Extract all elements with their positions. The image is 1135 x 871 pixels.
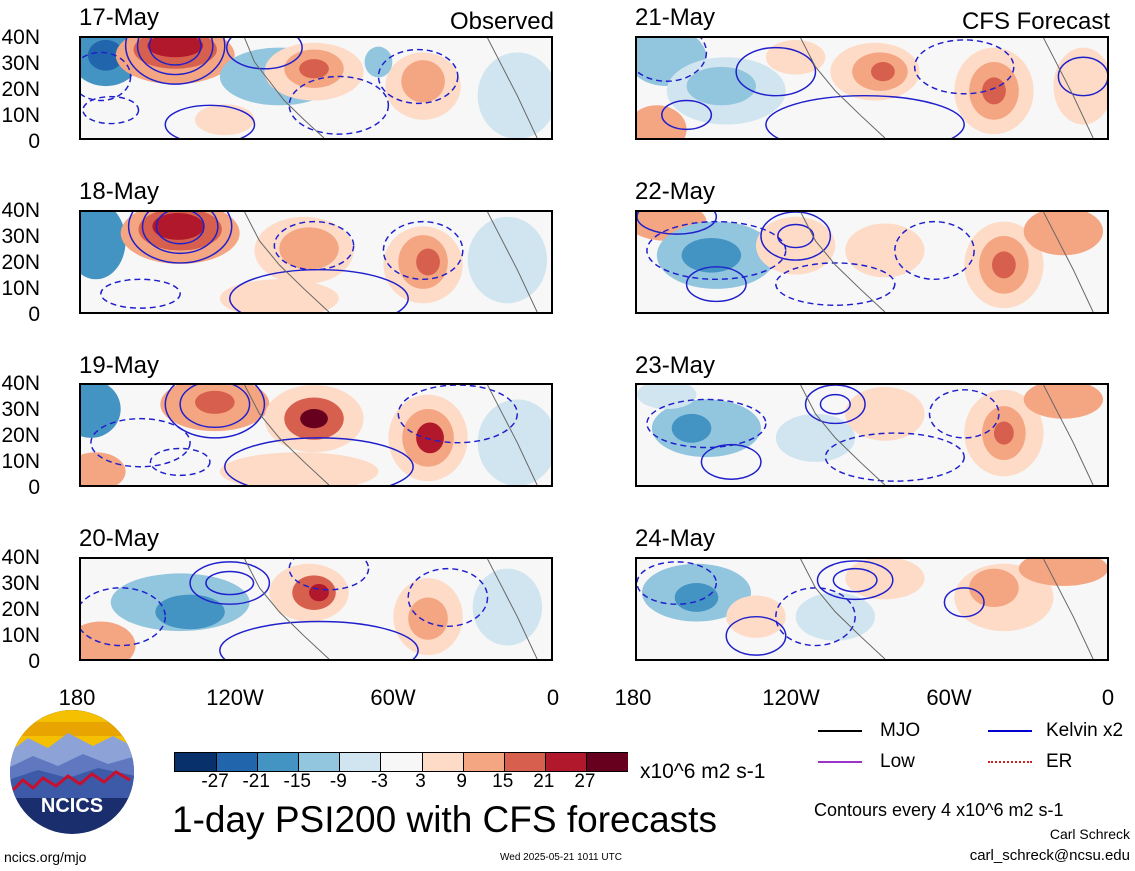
x-tick: 0 [1101, 685, 1115, 710]
y-tick: 10N [1, 277, 40, 300]
legend-line-mjo [818, 730, 862, 732]
y-tick: 20N [1, 424, 40, 447]
author-email[interactable]: carl_schreck@ncsu.edu [969, 847, 1130, 864]
legend-line-low [818, 761, 862, 763]
colorbar-tick-label: 3 [415, 771, 426, 792]
y-tick: 30N [1, 572, 40, 595]
colorbar-cell [585, 753, 629, 771]
observed-label: Observed [449, 8, 554, 35]
contour-note: Contours every 4 x10^6 m2 s-1 [814, 800, 1064, 820]
figure-title: 1-day PSI200 with CFS forecasts [172, 799, 717, 840]
psi-field-map [637, 385, 1107, 485]
map-panel-forecast-4 [635, 557, 1109, 661]
colorbar-tick-label: 21 [533, 771, 555, 792]
y-tick: 30N [1, 52, 40, 75]
y-tick: 40N [1, 199, 40, 222]
panel-date-label: 22-May [635, 178, 716, 205]
panel-date-label: 23-May [635, 352, 716, 379]
y-tick: 20N [1, 598, 40, 621]
colorbar-tick-label: -3 [371, 771, 388, 792]
colorbar-cell [421, 753, 465, 771]
y-tick: 30N [1, 398, 40, 421]
colorbar-cell [175, 753, 217, 771]
author-name: Carl Schreck [1049, 826, 1130, 842]
psi-field-map [637, 38, 1107, 138]
colorbar-cell [339, 753, 382, 771]
psi-field-map [81, 385, 551, 485]
x-tick: 180 [614, 685, 652, 710]
map-panel-observed-3 [79, 383, 553, 487]
timestamp: Wed 2025-05-21 1011 UTC [500, 852, 622, 863]
x-tick: 60W [926, 685, 972, 710]
x-tick: 120W [206, 685, 264, 710]
colorbar-cell [257, 753, 300, 771]
y-tick: 10N [1, 624, 40, 647]
colorbar-tick-label: -15 [283, 771, 311, 792]
colorbar-cell [462, 753, 506, 771]
psi-field-map [637, 212, 1107, 312]
colorbar-tick-label: 15 [492, 771, 514, 792]
source-url[interactable]: ncics.org/mjo [4, 849, 87, 865]
colorbar-tick-label: 9 [456, 771, 467, 792]
panel-date-label: 24-May [635, 525, 716, 552]
panel-date-label: 19-May [79, 352, 160, 379]
panel-date-label: 18-May [79, 178, 160, 205]
cfs-forecast-label: CFS Forecast [961, 8, 1110, 35]
y-tick: 10N [1, 450, 40, 473]
y-tick: 0 [28, 130, 40, 153]
x-tick: 0 [546, 685, 560, 710]
x-tick: 120W [762, 685, 820, 710]
y-tick: 40N [1, 546, 40, 569]
legend-label-mjo: MJO [880, 720, 921, 741]
y-tick: 0 [28, 303, 40, 326]
legend-label-kelvin: Kelvin x2 [1046, 720, 1124, 741]
y-tick: 40N [1, 26, 40, 49]
psi-field-map [81, 212, 551, 312]
colorbar-cell [380, 753, 424, 771]
y-tick: 20N [1, 251, 40, 274]
panel-date-label: 17-May [79, 4, 160, 31]
legend-line-er [988, 761, 1032, 763]
colorbar-units: x10^6 m2 s-1 [640, 760, 766, 783]
panel-date-label: 20-May [79, 525, 160, 552]
colorbar-tick-label: -21 [242, 771, 270, 792]
map-panel-forecast-1 [635, 36, 1109, 140]
colorbar-cell [503, 753, 547, 771]
svg-text:NCICS: NCICS [41, 795, 103, 817]
y-tick: 20N [1, 78, 40, 101]
ncics-logo: NCICS [8, 708, 136, 836]
map-panel-forecast-2 [635, 210, 1109, 314]
x-tick: 60W [370, 685, 416, 710]
psi-field-map [81, 559, 551, 659]
panel-date-label: 21-May [635, 4, 716, 31]
colorbar-tick-label: -9 [329, 771, 347, 792]
psi-field-map [637, 559, 1107, 659]
legend-label-er: ER [1046, 751, 1073, 772]
colorbar-cell [298, 753, 341, 771]
legend-label-low: Low [880, 751, 915, 772]
x-tick: 180 [58, 685, 96, 710]
y-tick: 30N [1, 225, 40, 248]
y-tick: 0 [28, 650, 40, 673]
map-panel-forecast-3 [635, 383, 1109, 487]
legend-line-kelvin [988, 730, 1032, 732]
colorbar-tick-label: -27 [201, 771, 229, 792]
map-panel-observed-1 [79, 36, 553, 140]
y-tick: 10N [1, 104, 40, 127]
map-panel-observed-2 [79, 210, 553, 314]
colorbar-cell [544, 753, 588, 771]
psi-field-map [81, 38, 551, 138]
map-panel-observed-4 [79, 557, 553, 661]
colorbar [174, 752, 629, 772]
colorbar-tick-label: 27 [574, 771, 596, 792]
logo-globe-icon: NCICS [10, 710, 134, 834]
y-tick: 40N [1, 372, 40, 395]
y-tick: 0 [28, 476, 40, 499]
colorbar-cell [216, 753, 259, 771]
